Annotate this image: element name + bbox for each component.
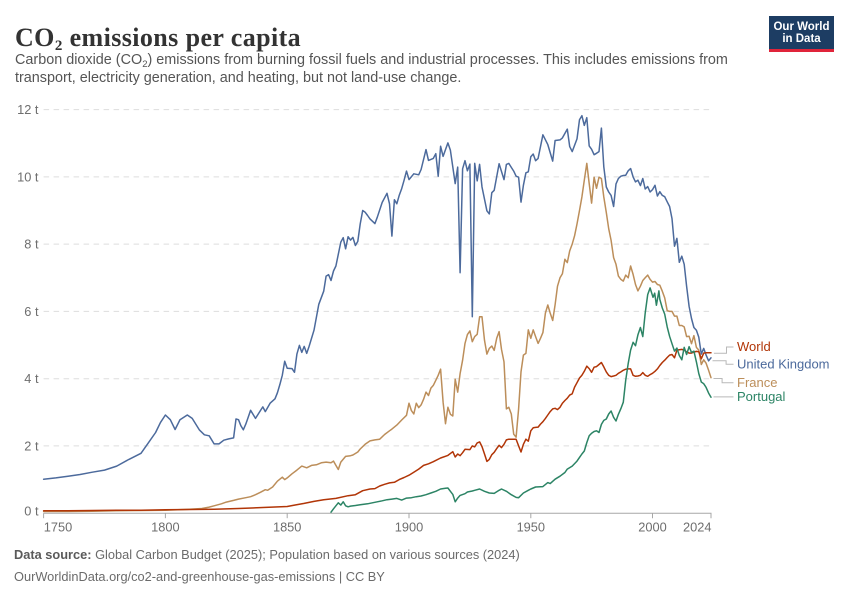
svg-text:1850: 1850 <box>273 520 301 535</box>
svg-text:2024: 2024 <box>683 520 711 535</box>
svg-text:2000: 2000 <box>638 520 666 535</box>
svg-text:Portugal: Portugal <box>737 389 786 404</box>
svg-text:12 t: 12 t <box>17 102 39 117</box>
svg-text:2 t: 2 t <box>24 438 39 453</box>
svg-text:10 t: 10 t <box>17 169 39 184</box>
svg-text:1750: 1750 <box>44 520 72 535</box>
svg-text:8 t: 8 t <box>24 237 39 252</box>
svg-text:United Kingdom: United Kingdom <box>737 357 830 372</box>
svg-text:World: World <box>737 339 771 354</box>
svg-text:4 t: 4 t <box>24 371 39 386</box>
svg-text:France: France <box>737 375 777 390</box>
svg-text:1800: 1800 <box>151 520 179 535</box>
svg-text:0 t: 0 t <box>24 503 39 518</box>
svg-text:6 t: 6 t <box>24 304 39 319</box>
svg-text:1900: 1900 <box>395 520 423 535</box>
svg-text:1950: 1950 <box>517 520 545 535</box>
